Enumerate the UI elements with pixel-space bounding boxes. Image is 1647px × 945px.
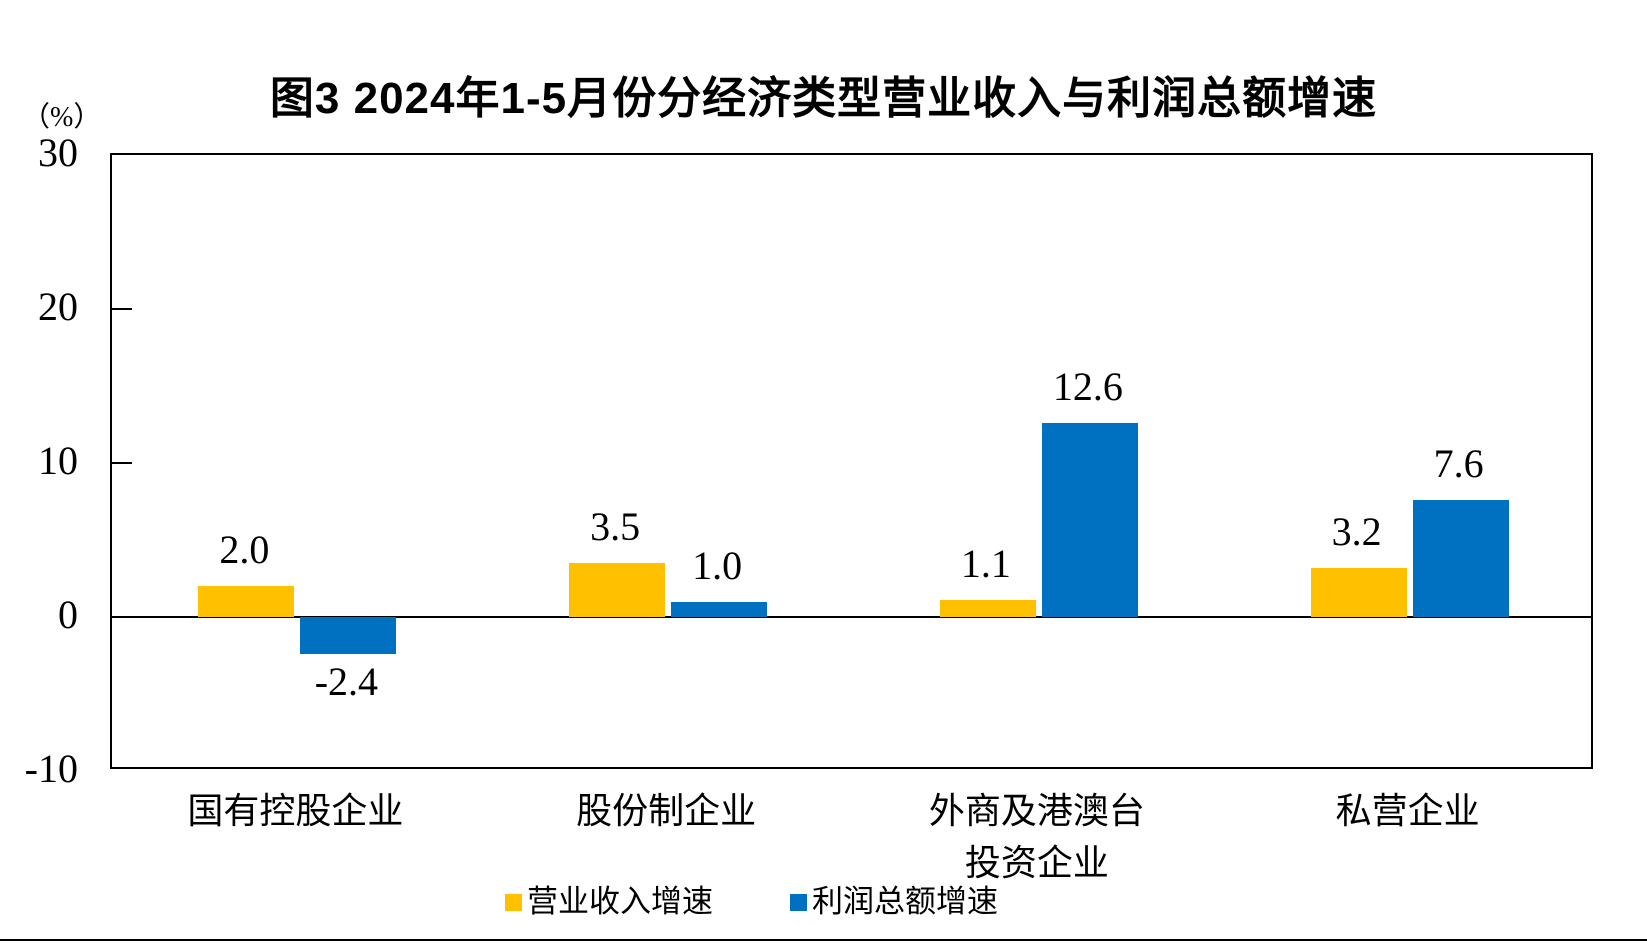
revenue-growth-bar-2 — [939, 600, 1036, 617]
x-axis-label-line: 国有控股企业 — [187, 791, 404, 831]
y-tick-label-30: 30 — [38, 130, 78, 175]
profit-growth-bar-1 — [671, 601, 768, 617]
y-tick-mark-20 — [112, 308, 132, 310]
legend-item-revenue: 营业收入增速 — [505, 883, 713, 921]
profit-growth-bar-2 — [1041, 422, 1138, 617]
legend-item-profit: 利润总额增速 — [790, 883, 998, 921]
profit-value-label-1: 1.0 — [692, 542, 743, 588]
y-tick-mark-10 — [112, 462, 132, 464]
revenue-growth-bar-0 — [198, 586, 295, 617]
revenue-value-label-0: 2.0 — [219, 527, 270, 573]
x-axis-label-1: 股份制企业 — [456, 785, 876, 837]
plot-area — [110, 153, 1593, 769]
profit-growth-bar-3 — [1412, 499, 1509, 617]
legend-swatch-revenue-icon — [505, 893, 522, 911]
revenue-value-label-3: 3.2 — [1331, 508, 1382, 554]
y-tick-label-0: 0 — [58, 592, 78, 637]
x-axis-label-3: 私营企业 — [1198, 785, 1618, 837]
x-axis-label-line: 私营企业 — [1335, 791, 1480, 831]
legend-swatch-profit-icon — [790, 893, 807, 911]
profit-value-label-2: 12.6 — [1052, 363, 1123, 409]
legend-label-revenue: 营业收入增速 — [527, 884, 713, 919]
y-tick-label-10: 10 — [38, 438, 78, 483]
y-tick-label-20: 20 — [38, 284, 78, 329]
chart-title: 图3 2024年1-5月份分经济类型营业收入与利润总额增速 — [269, 74, 1378, 123]
y-tick-label--10: -10 — [24, 746, 78, 791]
revenue-value-label-2: 1.1 — [960, 541, 1011, 587]
x-axis-label-2: 外商及港澳台 投资企业 — [827, 785, 1247, 889]
x-axis-label-0: 国有控股企业 — [85, 785, 505, 837]
x-axis-label-line: 投资企业 — [964, 843, 1109, 883]
legend-label-profit: 利润总额增速 — [812, 884, 998, 919]
revenue-value-label-1: 3.5 — [590, 504, 641, 550]
x-axis-label-line: 股份制企业 — [576, 791, 757, 831]
revenue-growth-bar-1 — [569, 563, 666, 617]
zero-gridline — [112, 616, 1591, 618]
bottom-border-line — [0, 939, 1647, 941]
x-axis-label-line: 外商及港澳台 — [928, 791, 1145, 831]
y-axis-unit-label: （%） — [22, 102, 102, 133]
profit-growth-bar-0 — [300, 617, 397, 654]
profit-value-label-0: -2.4 — [314, 658, 379, 704]
profit-value-label-3: 7.6 — [1433, 440, 1484, 486]
revenue-growth-bar-3 — [1310, 567, 1407, 617]
